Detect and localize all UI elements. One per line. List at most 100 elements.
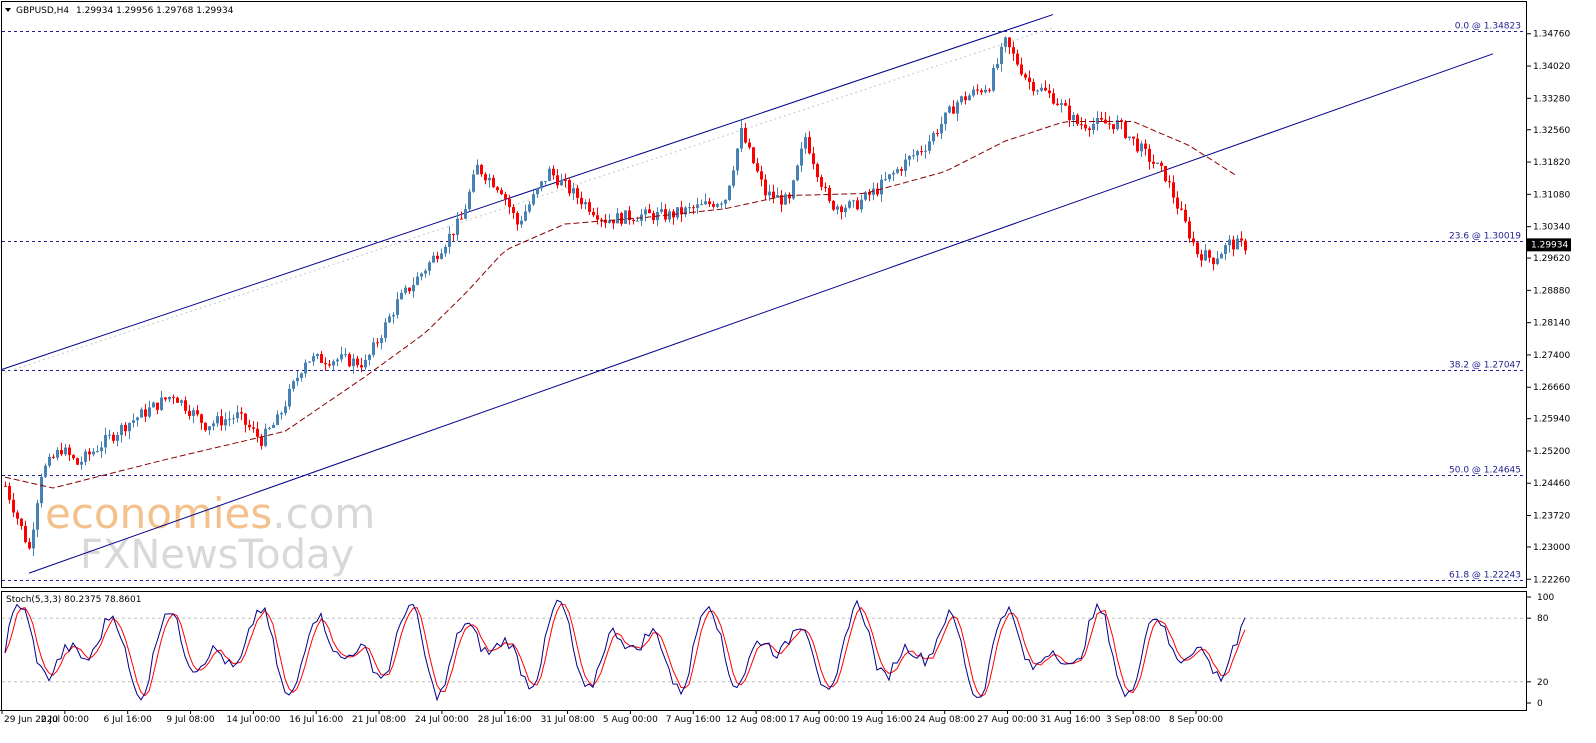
candle-bull — [288, 388, 291, 407]
candle-bull — [44, 465, 47, 477]
candle-bull — [696, 204, 699, 208]
candle-bull — [860, 199, 863, 210]
candle-bear — [576, 188, 579, 198]
candle-bear — [1028, 77, 1031, 83]
candle-bear — [592, 211, 595, 216]
candle-bear — [504, 194, 507, 199]
candle-bull — [544, 181, 547, 183]
candle-bear — [1100, 117, 1103, 120]
candle-bear — [1176, 197, 1179, 209]
candle-bull — [352, 358, 355, 367]
candle-bull — [1040, 87, 1043, 91]
candle-bull — [720, 203, 723, 205]
candle-bear — [52, 456, 55, 458]
candle-bull — [888, 174, 891, 180]
candle-bull — [916, 151, 919, 156]
candle-bull — [880, 179, 883, 195]
candle-bull — [300, 373, 303, 378]
candle-bear — [980, 90, 983, 93]
candle-bear — [1196, 242, 1199, 255]
candle-bear — [764, 179, 767, 196]
candle-bull — [160, 397, 163, 410]
moving-average — [4, 121, 1238, 489]
candle-bull — [340, 354, 343, 360]
candle-bull — [928, 141, 931, 151]
candle-bull — [1060, 103, 1063, 105]
candle-bull — [464, 209, 467, 219]
price-tick-label: 1.22260 — [1533, 575, 1570, 585]
svg-text:economies.com: economies.com — [45, 489, 375, 538]
candle-bull — [96, 451, 99, 453]
candle-bull — [540, 181, 543, 189]
candle-bear — [1192, 238, 1195, 243]
price-tick-label: 1.23000 — [1533, 543, 1570, 553]
candle-bear — [248, 424, 251, 428]
candle-bear — [484, 174, 487, 181]
candle-bull — [660, 209, 663, 212]
candle-bull — [972, 89, 975, 96]
price-tick-label: 1.26660 — [1533, 383, 1570, 393]
candle-bear — [460, 218, 463, 220]
candle-bull — [368, 354, 371, 360]
candle-bull — [120, 424, 123, 436]
candle-bull — [932, 132, 935, 142]
candle-bull — [728, 185, 731, 200]
candle-bear — [496, 187, 499, 191]
candle-bull — [140, 409, 143, 418]
candle-bear — [1064, 103, 1067, 106]
candle-bear — [1104, 119, 1107, 124]
candle-bull — [372, 342, 375, 355]
candle-bull — [168, 396, 171, 400]
candle-bear — [600, 219, 603, 221]
candle-bull — [700, 204, 703, 206]
candle-bear — [604, 219, 607, 224]
candle-bull — [688, 207, 691, 209]
candle-bull — [768, 191, 771, 196]
time-tick-label: 14 Jul 00:00 — [226, 715, 280, 725]
candle-bear — [356, 358, 359, 366]
candle-bull — [836, 206, 839, 210]
time-tick-label: 7 Aug 16:00 — [666, 715, 721, 725]
candle-bull — [524, 211, 527, 221]
candle-bull — [1204, 250, 1207, 261]
candle-bull — [872, 188, 875, 195]
candle-bear — [1048, 90, 1051, 94]
stoch-axis: 100 80 20 0 — [1527, 593, 1554, 709]
candle-bear — [680, 207, 683, 215]
candle-bear — [8, 485, 11, 500]
main-chart-frame — [1, 1, 1527, 588]
time-tick-label: 6 Jul 16:00 — [104, 715, 153, 725]
dropdown-triangle-icon[interactable] — [5, 8, 11, 12]
candle-bull — [80, 461, 83, 465]
candle-bear — [516, 213, 519, 225]
candle-bear — [828, 187, 831, 201]
candle-bear — [1232, 239, 1235, 250]
candle-bear — [788, 194, 791, 199]
candle-bull — [572, 188, 575, 194]
candle-bull — [704, 201, 707, 205]
candle-bull — [848, 201, 851, 208]
candle-bull — [684, 207, 687, 215]
candle-bear — [580, 197, 583, 205]
candle-bear — [328, 364, 331, 366]
candle-bull — [456, 218, 459, 235]
stoch-label: Stoch(5,3,3) 80.2375 78.8601 — [6, 595, 141, 605]
candle-bull — [108, 434, 111, 436]
candle-bear — [20, 518, 23, 526]
stoch-frame — [1, 591, 1527, 711]
candle-bull — [392, 314, 395, 317]
candle-bear — [144, 409, 147, 417]
candle-bear — [856, 200, 859, 210]
candle-bull — [724, 199, 727, 204]
candle-bull — [636, 220, 639, 222]
candle-bear — [164, 397, 167, 400]
candle-bull — [468, 191, 471, 210]
candle-bull — [332, 361, 335, 366]
candle-bull — [344, 354, 347, 356]
candle-bear — [1168, 181, 1171, 183]
candle-bull — [560, 179, 563, 186]
candle-bull — [644, 209, 647, 215]
candle-bull — [428, 262, 431, 271]
candle-bull — [852, 200, 855, 202]
